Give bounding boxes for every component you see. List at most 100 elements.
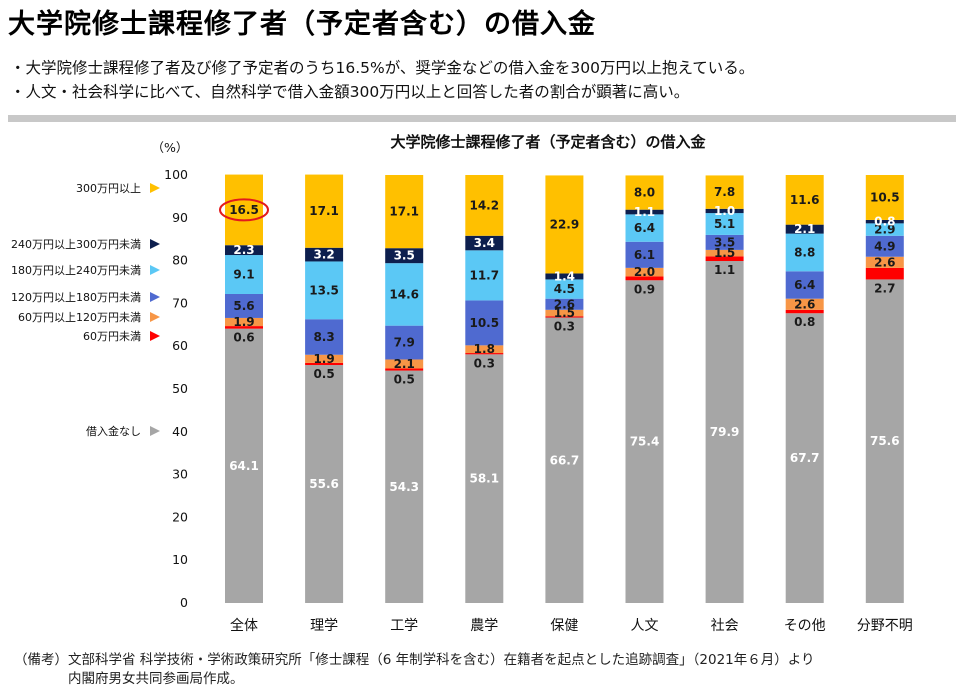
bar-segment: [865, 219, 904, 224]
data-label: 8.3: [313, 330, 334, 344]
data-label: 66.7: [550, 453, 580, 467]
data-label: 1.8: [474, 342, 495, 356]
data-label: 6.1: [634, 248, 655, 262]
data-label: 1.4: [554, 269, 575, 283]
legend-label: 300万円以上: [76, 182, 141, 195]
bar-segment: [705, 234, 744, 250]
page-title: 大学院修士課程修了者（予定者含む）の借入金: [8, 9, 596, 40]
bar-segment: [705, 261, 744, 603]
bar-segment: [225, 245, 263, 256]
y-tick-label: 70: [172, 295, 188, 310]
data-label: 14.2: [469, 198, 499, 212]
data-label: 2.6: [554, 297, 575, 311]
bar-segment: [705, 175, 744, 209]
bar-segment: [305, 247, 344, 262]
legend-item: 240万円以上300万円未満: [11, 238, 160, 251]
data-label: 54.3: [389, 480, 419, 494]
bar-segment: [625, 280, 664, 603]
bar-column: 67.7 0.8 2.6 6.4 8.8 2.1 11.6: [785, 175, 824, 603]
bar-segment: [225, 317, 263, 327]
bar-segment: [385, 175, 424, 249]
bullet-1: ・大学院修士課程修了者及び修了予定者のうち16.5%が、奨学金などの借入金を30…: [10, 59, 755, 77]
legend-item: 借入金なし: [86, 424, 160, 438]
bar-segment: [785, 271, 824, 299]
bar-column: 75.6 2.7 2.6 4.9 2.90.8 10.5: [865, 175, 904, 603]
bar-segment: [465, 175, 504, 236]
data-label: 1.1: [714, 263, 735, 277]
data-label: 3.4: [474, 236, 495, 250]
bar-segment: [865, 279, 904, 603]
data-label: 13.5: [309, 283, 339, 297]
legend-label: 240万円以上300万円未満: [11, 238, 141, 251]
data-label: 58.1: [469, 472, 499, 486]
bar-segment: [625, 209, 664, 215]
bar-segment: [545, 316, 584, 318]
data-label: 0.3: [554, 320, 575, 334]
y-tick-label: 30: [172, 467, 188, 482]
data-label: 11.6: [790, 193, 820, 207]
data-label: 1.9: [313, 352, 334, 366]
data-label: 0.5: [313, 367, 334, 381]
data-label: 1.5: [554, 306, 575, 320]
legend-item: 60万円以上120万円未満: [18, 311, 160, 324]
bar-segment: [625, 175, 664, 210]
data-label: 1.5: [714, 246, 735, 260]
data-label: 6.4: [794, 278, 815, 292]
legend-label: 借入金なし: [86, 424, 141, 438]
bar-column: 55.6 0.51.9 8.3 13.5 3.2 17.1: [305, 174, 344, 603]
bars: 64.10.61.95.69.12.316.555.60.51.98.313.5…: [219, 174, 904, 603]
bar-segment: [465, 235, 504, 251]
y-tick-label: 90: [172, 210, 188, 225]
data-label: 10.5: [469, 316, 499, 330]
y-tick-label: 100: [164, 167, 188, 182]
data-label: 2.1: [794, 222, 815, 236]
data-label: 3.5: [394, 249, 415, 263]
data-label: 3.5: [714, 235, 735, 249]
bar-segment: [385, 325, 424, 360]
highlight-circle: [219, 198, 269, 222]
bar-segment: [465, 250, 504, 301]
data-label: 0.6: [233, 331, 254, 345]
bar-segment: [225, 255, 263, 294]
bar-segment: [225, 328, 263, 603]
legend-label: 60万円未満: [83, 330, 141, 343]
bar-segment: [545, 273, 584, 280]
legend-marker: [150, 183, 160, 193]
legend-label: 60万円以上120万円未満: [18, 311, 141, 324]
data-label: 67.7: [790, 451, 820, 465]
data-label: 6.4: [634, 221, 655, 235]
category-label: 工学: [390, 618, 418, 634]
data-label: 8.0: [634, 186, 655, 200]
bar-segment: [545, 298, 584, 310]
bar-segment: [385, 370, 424, 603]
bar-segment: [705, 249, 744, 257]
bar-segment: [865, 175, 904, 220]
data-label: 5.6: [233, 299, 254, 313]
y-tick-label: 10: [172, 552, 188, 567]
bar-segment: [385, 263, 424, 326]
data-label: 11.7: [469, 268, 499, 282]
bar-segment: [225, 326, 263, 329]
data-label: 2.9: [874, 223, 895, 237]
data-label: 8.8: [794, 245, 815, 259]
bar-segment: [785, 309, 824, 314]
data-label: 4.9: [874, 239, 895, 253]
legend-item: 60万円未満: [83, 330, 160, 343]
bar-column: 64.1 0.6 1.9 5.6 9.1 2.3 16.5: [225, 174, 263, 603]
bar-segment: [385, 368, 424, 371]
data-label: 0.8: [874, 215, 895, 229]
data-label: 10.5: [870, 190, 900, 204]
bar-segment: [785, 175, 824, 225]
data-label: 75.6: [870, 434, 900, 448]
legend-item: 300万円以上: [76, 182, 160, 195]
category-label: 農学: [470, 618, 498, 634]
chart-title: 大学院修士課程修了者（予定者含む）の借入金: [390, 133, 706, 151]
legend-item: 120万円以上180万円未満: [11, 291, 160, 304]
bar-segment: [865, 256, 904, 268]
category-label: 全体: [230, 617, 258, 634]
category-label: 保健: [550, 618, 578, 634]
bar-segment: [545, 279, 584, 299]
bar-segment: [865, 235, 904, 257]
bar-column: 75.4 0.9 2.0 6.1 6.4 1.1 8.0: [625, 175, 664, 603]
y-axis-unit: （%）: [152, 140, 189, 155]
